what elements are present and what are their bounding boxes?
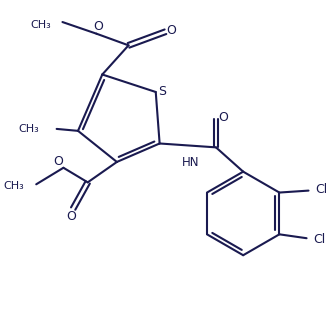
- Text: CH₃: CH₃: [30, 20, 51, 30]
- Text: Cl: Cl: [315, 183, 326, 196]
- Text: Cl: Cl: [313, 233, 325, 246]
- Text: O: O: [218, 111, 228, 124]
- Text: CH₃: CH₃: [18, 124, 39, 134]
- Text: O: O: [94, 20, 103, 33]
- Text: O: O: [66, 210, 76, 223]
- Text: S: S: [158, 84, 167, 98]
- Text: HN: HN: [182, 156, 200, 169]
- Text: O: O: [54, 156, 64, 168]
- Text: O: O: [166, 24, 176, 37]
- Text: CH₃: CH₃: [4, 181, 24, 191]
